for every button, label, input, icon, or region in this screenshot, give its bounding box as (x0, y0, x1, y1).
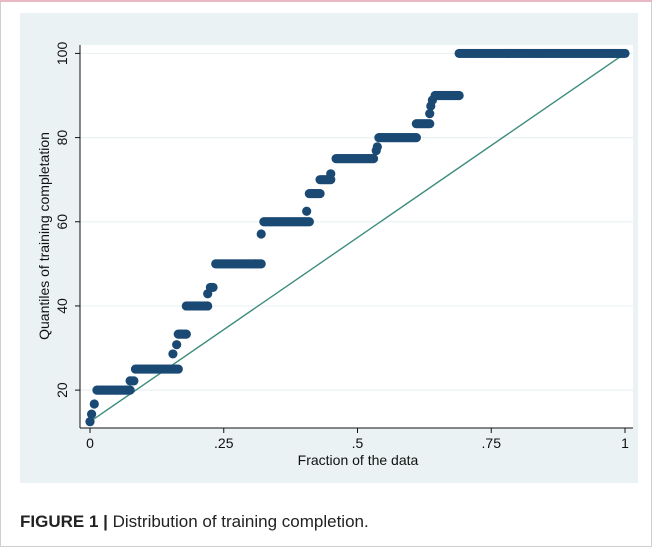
x-tick-label-1: .25 (214, 435, 234, 451)
tick-marks: 20 40 60 80 100 0 .25 .5 .75 1 (54, 42, 629, 451)
data-point-0 (85, 417, 95, 427)
data-point-56 (168, 349, 178, 359)
y-tick-label-0: 20 (54, 382, 70, 398)
top-divider (0, 0, 652, 2)
plot-area (80, 45, 633, 428)
data-point-184 (372, 142, 382, 152)
data-point-140 (304, 217, 314, 227)
data-point-217 (425, 119, 435, 129)
axes (79, 45, 633, 429)
y-tick-label-3: 80 (54, 130, 70, 146)
x-tick-label-0: 0 (86, 435, 94, 451)
data-point-57 (172, 340, 182, 350)
data-point-149 (315, 188, 325, 199)
data-point-1 (87, 409, 97, 419)
data-point-208 (411, 132, 421, 143)
x-tick-label-3: .75 (482, 435, 502, 451)
data-point-182 (368, 154, 379, 164)
data-point-141 (302, 206, 312, 216)
data-point-27 (129, 376, 139, 386)
qq-chart: 20 40 60 80 100 0 .25 .5 .75 1 Fraction of the da… (36, 42, 633, 468)
chart-panel: 20 40 60 80 100 0 .25 .5 .75 1 Fraction of the da… (20, 13, 638, 483)
data-point-218 (425, 109, 435, 119)
data-points (85, 48, 630, 427)
data-point-236 (454, 90, 464, 101)
y-tick-label-2: 60 (54, 214, 70, 230)
data-point-55 (173, 364, 183, 374)
data-point-340 (620, 48, 630, 59)
x-tick-label-2: .5 (352, 435, 364, 451)
data-point-158 (326, 169, 336, 179)
data-point-63 (181, 329, 191, 339)
figure-caption: FIGURE 1 | Distribution of training comp… (20, 512, 369, 532)
y-tick-label-4: 100 (54, 42, 70, 66)
data-point-111 (256, 229, 266, 239)
data-point-81 (208, 282, 218, 293)
y-tick-label-1: 40 (54, 298, 70, 314)
y-axis-label: Quantiles of training completation (36, 132, 52, 340)
data-point-110 (256, 259, 266, 269)
x-axis-label: Fraction of the data (298, 452, 419, 468)
reference-line-layer (89, 52, 626, 423)
caption-label: FIGURE 1 | (20, 512, 108, 531)
reference-line (89, 52, 626, 423)
caption-text: Distribution of training completion. (112, 512, 369, 531)
data-point-24 (125, 385, 135, 395)
data-point-77 (203, 301, 213, 311)
x-tick-label-4: 1 (621, 435, 629, 451)
data-point-2 (89, 399, 99, 409)
